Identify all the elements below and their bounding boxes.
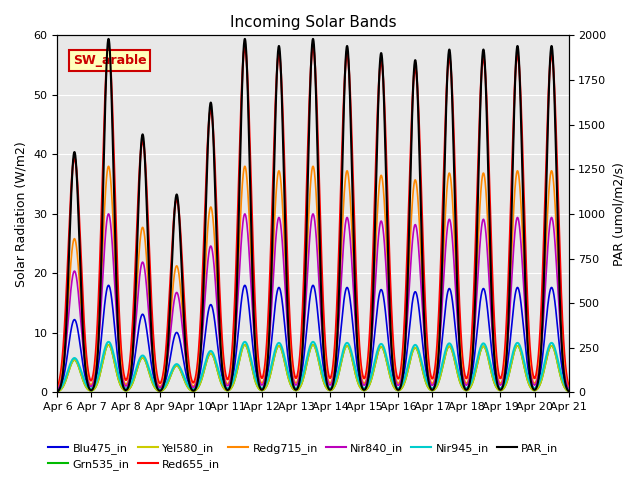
Y-axis label: PAR (umol/m2/s): PAR (umol/m2/s)	[612, 162, 625, 266]
Legend: Blu475_in, Grn535_in, Yel580_in, Red655_in, Redg715_in, Nir840_in, Nir945_in, PA: Blu475_in, Grn535_in, Yel580_in, Red655_…	[44, 438, 563, 474]
Title: Incoming Solar Bands: Incoming Solar Bands	[230, 15, 396, 30]
Y-axis label: Solar Radiation (W/m2): Solar Radiation (W/m2)	[15, 141, 28, 287]
Text: SW_arable: SW_arable	[73, 54, 147, 67]
